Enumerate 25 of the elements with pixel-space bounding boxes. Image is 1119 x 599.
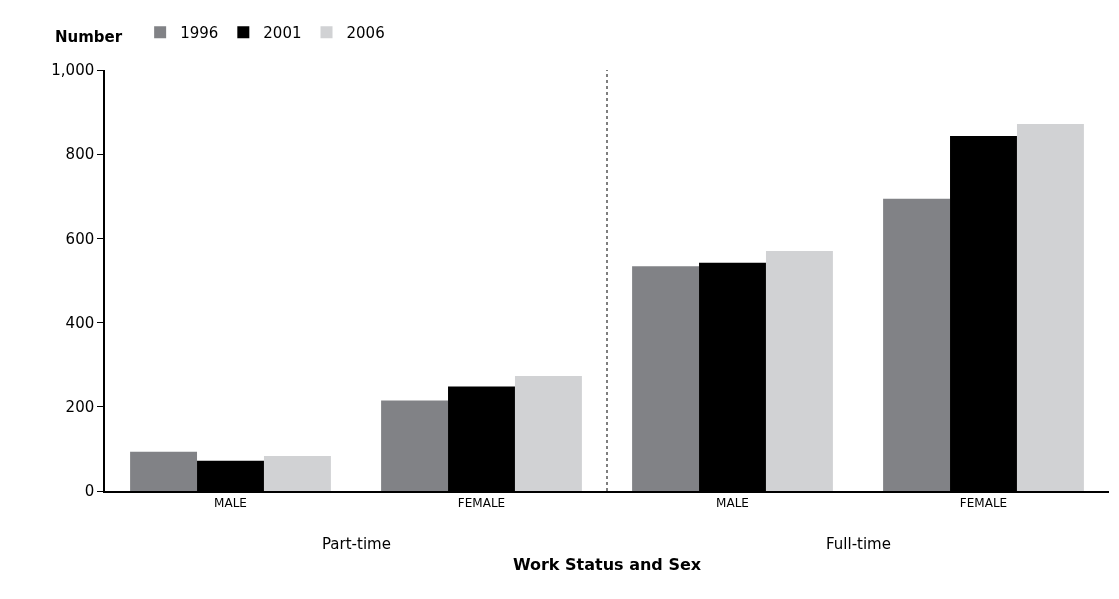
bar — [632, 266, 700, 491]
y-tick-label: 0 — [84, 482, 95, 501]
legend-label: 1996 — [180, 24, 219, 43]
x-tick-label: MALE — [716, 496, 749, 511]
legend-label: 2001 — [263, 24, 302, 43]
y-tick-label: 600 — [65, 229, 95, 248]
bar — [381, 400, 449, 491]
y-tick-label: 1,000 — [51, 61, 95, 80]
x-axis-title: Work Status and Sex — [512, 555, 702, 575]
y-tick-label: 200 — [65, 398, 95, 417]
bar — [765, 251, 833, 491]
x-tick-label: FEMALE — [959, 496, 1008, 511]
bar — [883, 198, 951, 491]
y-tick-label: 400 — [65, 313, 95, 332]
x-tick-label: MALE — [214, 496, 247, 511]
bar — [514, 376, 582, 491]
bar — [1016, 123, 1084, 491]
legend-label: 2006 — [346, 24, 385, 43]
y-axis-title: Number — [55, 28, 123, 46]
y-tick-label: 800 — [65, 145, 95, 164]
text: Full-time — [826, 535, 891, 553]
x-tick-label: FEMALE — [457, 496, 506, 511]
bar — [130, 451, 198, 491]
text: Part-time — [322, 535, 391, 553]
bar — [263, 456, 331, 491]
